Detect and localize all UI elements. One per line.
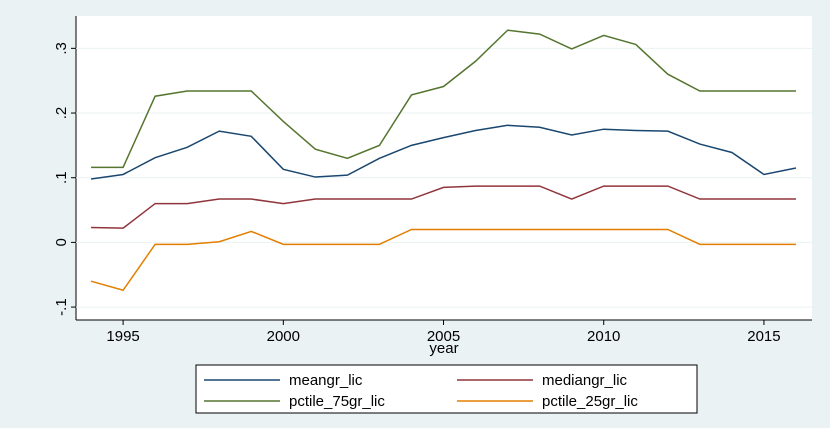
series-line [91, 185, 796, 229]
legend-label: meangr_lic [289, 372, 363, 389]
series-line [90, 228, 796, 292]
x-tick-label: 2005 [427, 328, 460, 345]
y-tick-label: .1 [53, 171, 70, 184]
x-axis-title: year [429, 340, 458, 357]
plot-area [76, 16, 812, 320]
legend-label: mediangr_lic [542, 372, 628, 389]
x-tick-label: 2000 [267, 328, 300, 345]
y-tick-label: .3 [53, 42, 70, 55]
legend-label: pctile_25gr_lic [542, 393, 638, 410]
legend [195, 364, 698, 414]
y-tick-label: .2 [53, 107, 70, 120]
x-tick-label: 2015 [747, 328, 780, 345]
series-line [91, 29, 796, 169]
x-tick-label: 1995 [106, 328, 139, 345]
x-tick-label: 2010 [587, 328, 620, 345]
legend-label: pctile_75gr_lic [289, 393, 385, 410]
y-tick-label: 0 [53, 238, 70, 246]
y-tick-label: -.1 [53, 298, 70, 316]
series-line [90, 124, 797, 180]
